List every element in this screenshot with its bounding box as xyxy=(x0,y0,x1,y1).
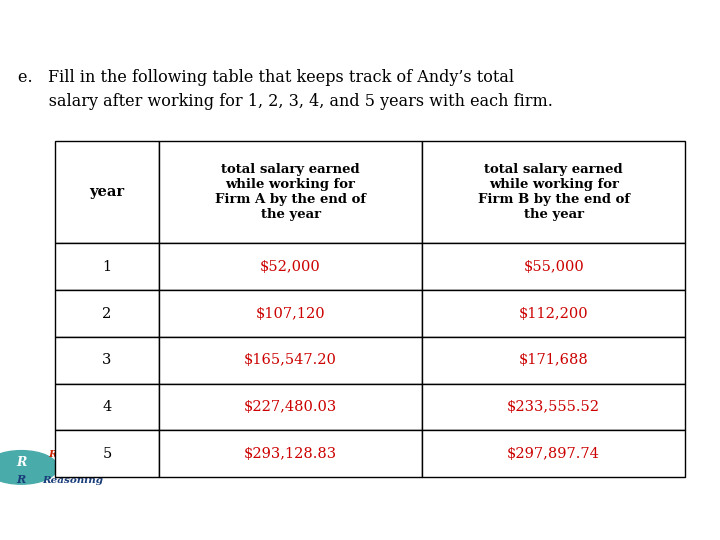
Text: total salary earned
while working for
Firm A by the end of
the year: total salary earned while working for Fi… xyxy=(215,163,366,221)
Text: $171,688: $171,688 xyxy=(519,353,588,367)
Text: $107,120: $107,120 xyxy=(256,307,325,321)
Text: Rational: Rational xyxy=(48,450,98,458)
Text: 5: 5 xyxy=(102,447,112,461)
Bar xyxy=(55,337,159,383)
Text: Reasoning: Reasoning xyxy=(42,476,104,485)
Text: year: year xyxy=(89,185,125,199)
Text: $233,555.52: $233,555.52 xyxy=(507,400,600,414)
Text: $293,128.83: $293,128.83 xyxy=(244,447,337,461)
Text: 109: 109 xyxy=(660,510,686,523)
Bar xyxy=(55,430,159,477)
Bar xyxy=(55,383,159,430)
Bar xyxy=(423,337,685,383)
Bar xyxy=(423,383,685,430)
Text: Pathways Algebra II: Pathways Algebra II xyxy=(9,12,274,36)
Bar xyxy=(423,244,685,290)
Bar xyxy=(159,290,423,337)
Text: $112,200: $112,200 xyxy=(519,307,588,321)
Bar xyxy=(159,430,423,477)
Bar xyxy=(159,383,423,430)
Text: salary after working for 1, 2, 3, 4, and 5 years with each firm.: salary after working for 1, 2, 3, 4, and… xyxy=(18,93,553,110)
Text: total salary earned
while working for
Firm B by the end of
the year: total salary earned while working for Fi… xyxy=(477,163,630,221)
Text: Inv 3.5: Inv 3.5 xyxy=(556,510,603,523)
Text: $297,897.74: $297,897.74 xyxy=(507,447,600,461)
Text: R: R xyxy=(16,456,27,469)
Bar xyxy=(159,244,423,290)
Text: $55,000: $55,000 xyxy=(523,260,584,274)
Bar xyxy=(423,290,685,337)
Circle shape xyxy=(0,450,58,484)
Text: $165,547.20: $165,547.20 xyxy=(244,353,337,367)
Text: © 2017 CARLSON & O'BRYAN: © 2017 CARLSON & O'BRYAN xyxy=(258,510,462,523)
Text: 1: 1 xyxy=(102,260,112,274)
Text: R: R xyxy=(17,474,26,485)
Text: $52,000: $52,000 xyxy=(260,260,321,274)
Bar xyxy=(55,244,159,290)
Text: 3: 3 xyxy=(102,353,112,367)
Bar xyxy=(423,430,685,477)
Text: $227,480.03: $227,480.03 xyxy=(244,400,337,414)
Bar xyxy=(55,290,159,337)
Bar xyxy=(423,141,685,244)
Text: e.   Fill in the following table that keeps track of Andy’s total: e. Fill in the following table that keep… xyxy=(18,69,514,86)
Bar xyxy=(159,141,423,244)
Text: 2: 2 xyxy=(102,307,112,321)
Bar xyxy=(55,141,159,244)
Bar xyxy=(159,337,423,383)
Text: 4: 4 xyxy=(102,400,112,414)
